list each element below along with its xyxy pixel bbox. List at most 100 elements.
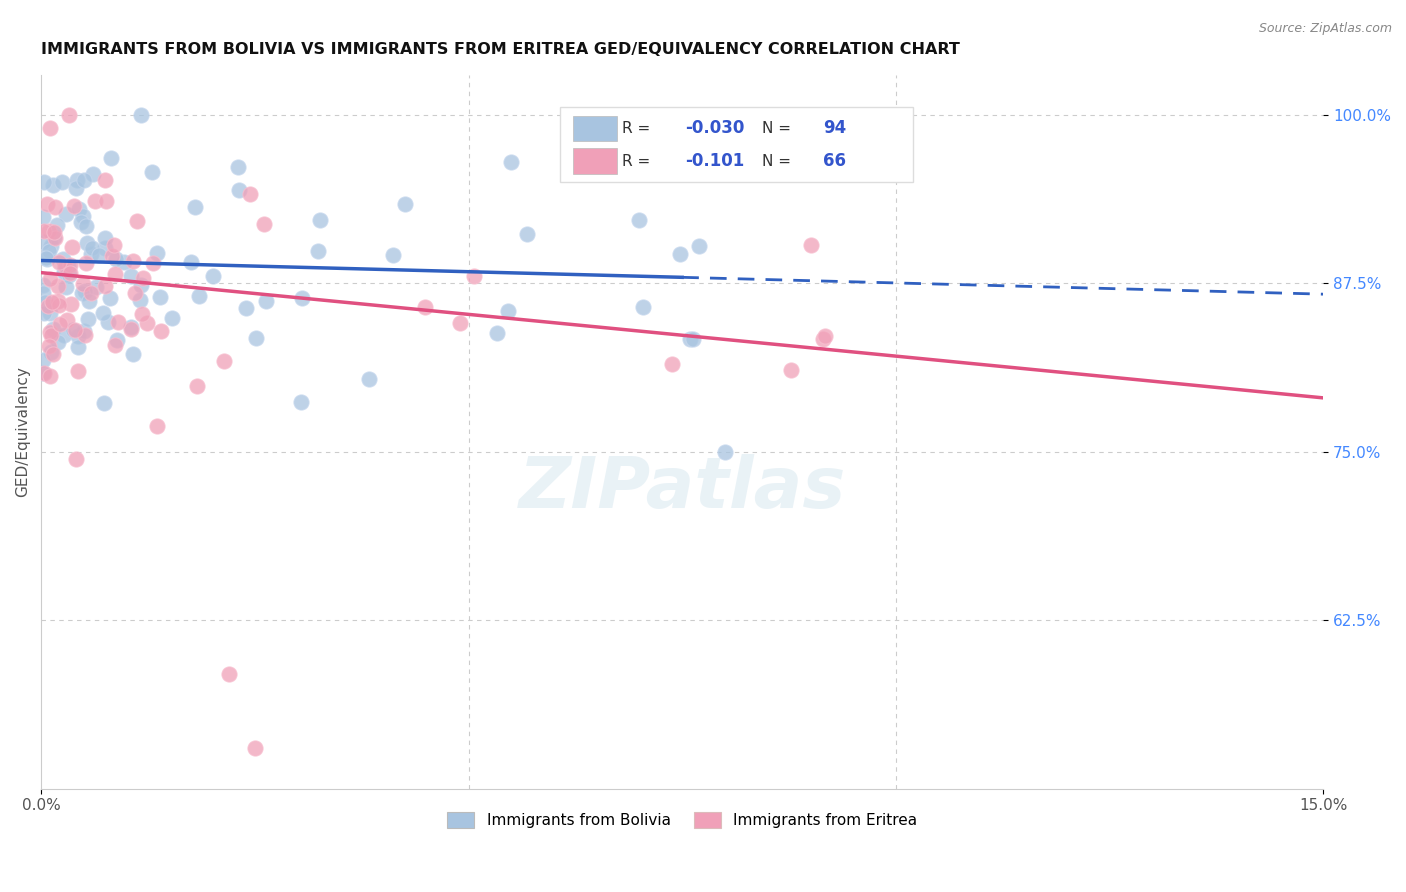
Point [58, 259, 80, 273]
Point [32, 175, 55, 189]
Point [46, 218, 69, 232]
Point [41, 295, 63, 310]
Text: IMMIGRANTS FROM BOLIVIA VS IMMIGRANTS FROM ERITREA GED/EQUIVALENCY CORRELATION C: IMMIGRANTS FROM BOLIVIA VS IMMIGRANTS FR… [41, 42, 960, 57]
Point [53, 327, 76, 342]
Text: -0.030: -0.030 [685, 120, 744, 137]
Point [55, 207, 77, 221]
FancyBboxPatch shape [574, 116, 617, 141]
Point [89, 248, 111, 262]
Text: R =: R = [621, 153, 659, 169]
Point [55, 280, 77, 294]
Point [811, 332, 834, 346]
Point [70, 215, 93, 229]
Point [120, 320, 142, 334]
Point [103, 237, 125, 252]
Point [37, 299, 59, 313]
Point [254, 294, 277, 309]
Point [65, 181, 87, 195]
Text: -0.101: -0.101 [685, 152, 744, 170]
Point [60, 240, 83, 254]
Point [449, 316, 471, 330]
Point [714, 444, 737, 458]
Point [104, 252, 127, 266]
Point [91, 305, 114, 319]
Point [32, 224, 55, 238]
Point [73, 172, 96, 186]
Point [104, 267, 127, 281]
Point [214, 354, 236, 368]
Point [180, 255, 202, 269]
Point [44, 229, 66, 244]
Point [129, 293, 152, 308]
Point [146, 246, 169, 260]
FancyBboxPatch shape [574, 148, 617, 174]
Point [239, 187, 262, 202]
Point [359, 372, 381, 386]
Point [82, 167, 104, 181]
Point [52, 252, 75, 267]
Point [245, 331, 267, 345]
Point [72, 209, 94, 223]
Point [31, 278, 53, 293]
Point [39, 325, 62, 339]
Point [100, 151, 122, 165]
Point [228, 183, 250, 197]
Point [39, 271, 62, 285]
Point [72, 277, 94, 291]
Point [34, 294, 56, 309]
Point [112, 255, 135, 269]
Point [132, 270, 155, 285]
Point [48, 298, 70, 312]
Point [184, 200, 207, 214]
Point [67, 202, 90, 217]
Point [59, 259, 82, 273]
Point [75, 219, 97, 233]
Text: N =: N = [762, 121, 796, 136]
Legend: Immigrants from Bolivia, Immigrants from Eritrea: Immigrants from Bolivia, Immigrants from… [441, 806, 924, 834]
Point [501, 155, 523, 169]
Point [84, 280, 107, 294]
Point [120, 269, 142, 284]
Point [46, 294, 69, 309]
Point [107, 315, 129, 329]
Point [291, 291, 314, 305]
Point [38, 121, 60, 136]
Point [72, 324, 94, 338]
Point [129, 277, 152, 292]
Point [38, 244, 60, 259]
Point [124, 285, 146, 300]
Point [76, 312, 98, 326]
Point [228, 160, 250, 174]
Point [94, 194, 117, 208]
Point [67, 328, 90, 343]
Point [42, 226, 65, 240]
Point [780, 363, 803, 377]
Point [59, 267, 82, 281]
Point [131, 307, 153, 321]
Point [668, 247, 690, 261]
Point [58, 108, 80, 122]
Point [37, 197, 59, 211]
Point [66, 340, 89, 354]
Point [32, 235, 55, 249]
Point [38, 224, 60, 238]
Text: 66: 66 [824, 152, 846, 170]
Point [58, 268, 80, 282]
Point [53, 259, 76, 273]
Text: R =: R = [621, 121, 655, 136]
Point [243, 741, 266, 756]
Point [628, 212, 651, 227]
Point [307, 244, 329, 258]
Point [49, 317, 72, 331]
Point [44, 231, 66, 245]
Point [149, 324, 172, 338]
Point [80, 241, 103, 255]
Point [56, 313, 79, 327]
Point [46, 335, 69, 350]
Point [80, 247, 103, 261]
Point [120, 322, 142, 336]
Point [136, 316, 159, 330]
Point [80, 286, 103, 301]
Point [51, 175, 73, 189]
Point [93, 396, 115, 410]
